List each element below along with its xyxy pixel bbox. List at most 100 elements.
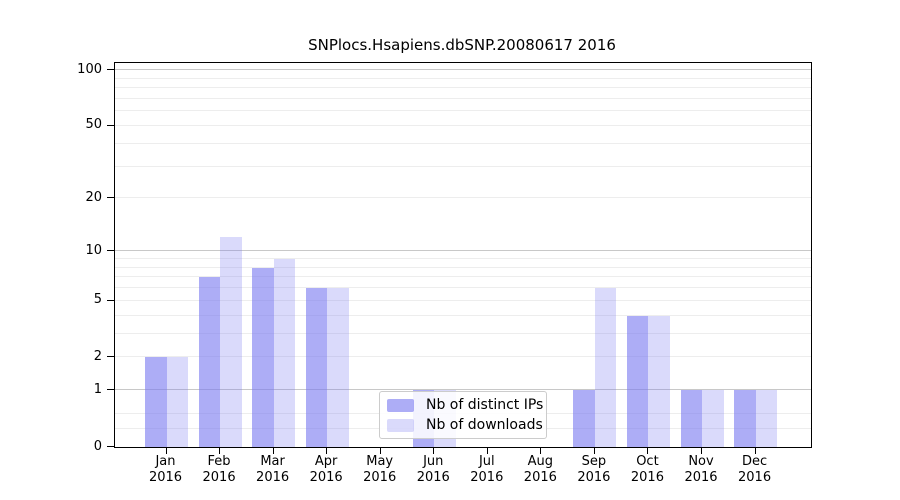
gridline-minor <box>115 299 811 301</box>
gridline-minor <box>115 87 811 89</box>
x-axis-tick-label: Jul 2016 <box>459 454 515 486</box>
x-axis-year: 2016 <box>630 470 664 485</box>
legend-swatch-distinct-ips <box>387 398 414 412</box>
bar-distinct-ips-jan <box>145 357 167 447</box>
y-axis-tick-label: 50 <box>85 117 102 133</box>
x-axis-year: 2016 <box>363 470 397 485</box>
x-axis-year: 2016 <box>416 470 450 485</box>
bar-downloads-mar <box>273 258 296 447</box>
x-axis-tick <box>272 448 274 454</box>
legend-swatch-downloads <box>387 418 414 432</box>
x-axis-tick-label: Nov 2016 <box>673 454 729 486</box>
chart-title: SNPlocs.Hsapiens.dbSNP.20080617 2016 <box>308 36 616 54</box>
y-axis-tick <box>107 250 114 252</box>
plot-area: Nb of distinct IPs Nb of downloads <box>114 62 812 448</box>
x-axis-tick <box>754 448 756 454</box>
bar-distinct-ips-feb <box>198 277 221 447</box>
bar-downloads-nov <box>702 390 724 447</box>
x-axis-tick <box>379 448 381 454</box>
gridline-minor <box>115 332 811 334</box>
bar-downloads-sep <box>594 288 617 447</box>
x-axis-tick <box>593 448 595 454</box>
x-axis-month: Jun <box>423 454 444 469</box>
legend-entry-downloads: Nb of downloads <box>380 417 546 433</box>
x-axis-tick-label: Feb 2016 <box>191 454 247 486</box>
gridline-major <box>115 389 811 391</box>
x-axis-month: Apr <box>314 454 338 469</box>
x-axis-tick-label: Apr 2016 <box>298 454 354 486</box>
y-axis-tick-label: 2 <box>93 348 102 364</box>
x-axis-year: 2016 <box>256 470 290 485</box>
y-axis-tick-label: 100 <box>77 61 102 77</box>
x-axis-tick-label: Dec 2016 <box>727 454 783 486</box>
x-axis-tick <box>540 448 542 454</box>
x-axis-year: 2016 <box>202 470 236 485</box>
gridline-major <box>115 69 811 70</box>
gridline-minor <box>115 77 811 79</box>
x-axis-tick <box>165 448 167 454</box>
gridline-minor <box>115 257 811 259</box>
x-axis-month: Feb <box>207 454 231 469</box>
x-axis-year: 2016 <box>523 470 557 485</box>
y-axis-tick-label: 0 <box>93 438 102 454</box>
bar-downloads-dec <box>755 390 778 447</box>
y-axis-tick <box>107 389 114 391</box>
x-axis-tick-label: Jan 2016 <box>138 454 194 486</box>
y-axis-tick <box>107 124 114 126</box>
x-axis-month: Jan <box>155 454 176 469</box>
y-axis-tick <box>107 69 114 70</box>
legend-label-distinct-ips: Nb of distinct IPs <box>426 397 544 413</box>
y-axis-tick <box>107 356 114 358</box>
x-axis-year: 2016 <box>470 470 504 485</box>
bar-distinct-ips-nov <box>680 390 702 447</box>
x-axis-month: Nov <box>688 454 714 469</box>
gridline-minor <box>115 142 811 144</box>
x-axis-tick-label: Aug 2016 <box>512 454 568 486</box>
bar-downloads-jan <box>166 357 188 447</box>
y-axis-tick-label: 10 <box>85 242 102 258</box>
x-axis-year: 2016 <box>148 470 183 485</box>
gridline-minor <box>115 287 811 289</box>
x-axis-tick-label: Sep 2016 <box>566 454 622 486</box>
y-axis-tick-label: 1 <box>93 381 102 397</box>
bar-distinct-ips-dec <box>734 390 756 447</box>
x-axis-year: 2016 <box>738 470 772 485</box>
gridline-minor <box>115 197 811 199</box>
bar-distinct-ips-apr <box>305 288 328 447</box>
x-axis-year: 2016 <box>577 470 611 485</box>
x-axis-month: Mar <box>260 454 285 469</box>
bar-distinct-ips-sep <box>573 390 595 447</box>
x-axis-tick-label: May 2016 <box>352 454 408 486</box>
y-axis-tick-label: 5 <box>93 292 102 308</box>
gridline-minor <box>115 276 811 278</box>
gridline-minor <box>115 97 811 99</box>
gridline-minor <box>115 314 811 316</box>
bar-distinct-ips-oct <box>626 315 649 447</box>
gridline-major <box>115 250 811 252</box>
gridline-minor <box>115 110 811 112</box>
x-axis-tick-label: Oct 2016 <box>619 454 675 486</box>
y-axis-tick <box>107 446 114 447</box>
x-axis-tick-label: Mar 2016 <box>245 454 301 486</box>
x-axis-month: Oct <box>636 454 659 469</box>
bar-downloads-feb <box>220 237 242 447</box>
x-axis-tick <box>433 448 435 454</box>
x-axis-month: Jul <box>478 454 495 469</box>
x-axis-tick <box>486 448 488 454</box>
bar-distinct-ips-mar <box>252 267 274 447</box>
y-axis-tick <box>107 197 114 199</box>
x-axis-month: Aug <box>527 454 554 469</box>
gridline-minor <box>115 165 811 167</box>
y-axis-tick-label: 20 <box>85 189 102 205</box>
legend-entry-distinct-ips: Nb of distinct IPs <box>380 397 546 413</box>
x-axis-month: Dec <box>741 454 768 469</box>
legend-label-downloads: Nb of downloads <box>426 417 543 433</box>
gridline-minor <box>115 124 811 126</box>
x-axis-tick <box>701 448 702 454</box>
x-axis-month: Sep <box>581 454 607 469</box>
x-axis-month: May <box>366 454 394 469</box>
x-axis-tick-label: Jun 2016 <box>405 454 461 486</box>
legend: Nb of distinct IPs Nb of downloads <box>379 391 547 439</box>
y-axis-tick <box>107 299 114 301</box>
